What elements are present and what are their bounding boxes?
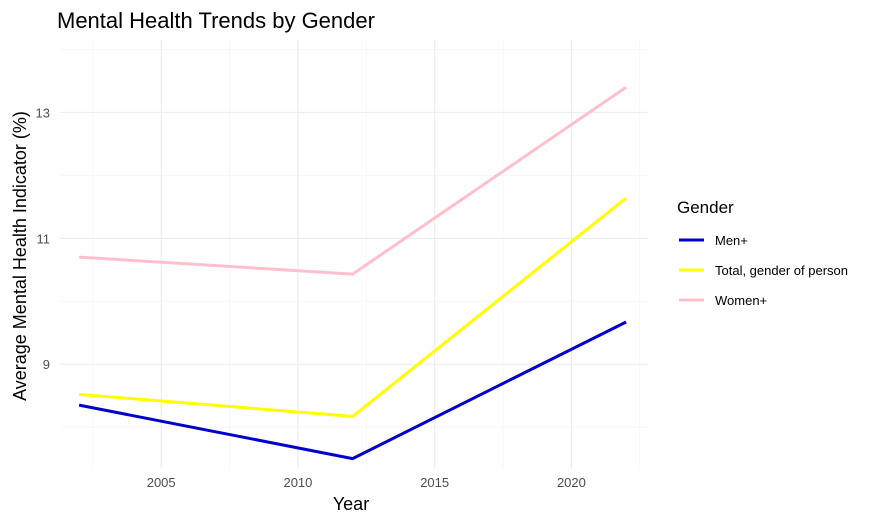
x-tick-label: 2020 <box>557 475 586 490</box>
legend-label: Women+ <box>715 293 767 308</box>
series-line-men <box>78 320 627 461</box>
y-tick-label: 13 <box>36 105 50 120</box>
x-tick-label: 2005 <box>147 475 176 490</box>
legend-label: Men+ <box>715 233 748 248</box>
legend-label: Total, gender of person <box>715 263 848 278</box>
x-axis-title: Year <box>333 494 369 514</box>
legend-title: Gender <box>677 198 734 217</box>
x-tick-label: 2015 <box>420 475 449 490</box>
x-axis-ticks: 2005 2010 2015 2020 <box>147 475 586 490</box>
series-lines <box>78 85 628 461</box>
series-line-total-gender-of-person <box>78 196 628 418</box>
plot-area <box>60 40 648 468</box>
chart-title: Mental Health Trends by Gender <box>57 8 375 33</box>
y-axis-title: Average Mental Health Indicator (%) <box>10 111 30 401</box>
grid <box>60 40 648 468</box>
series-line-women <box>79 85 627 276</box>
y-axis-ticks: 9 11 13 <box>36 105 50 372</box>
legend: Gender Men+ Total, gender of person Women+ <box>677 198 848 308</box>
y-tick-label: 11 <box>37 231 51 246</box>
y-tick-label: 9 <box>43 357 50 372</box>
x-tick-label: 2010 <box>283 475 312 490</box>
legend-items: Men+ Total, gender of person Women+ <box>679 233 848 308</box>
